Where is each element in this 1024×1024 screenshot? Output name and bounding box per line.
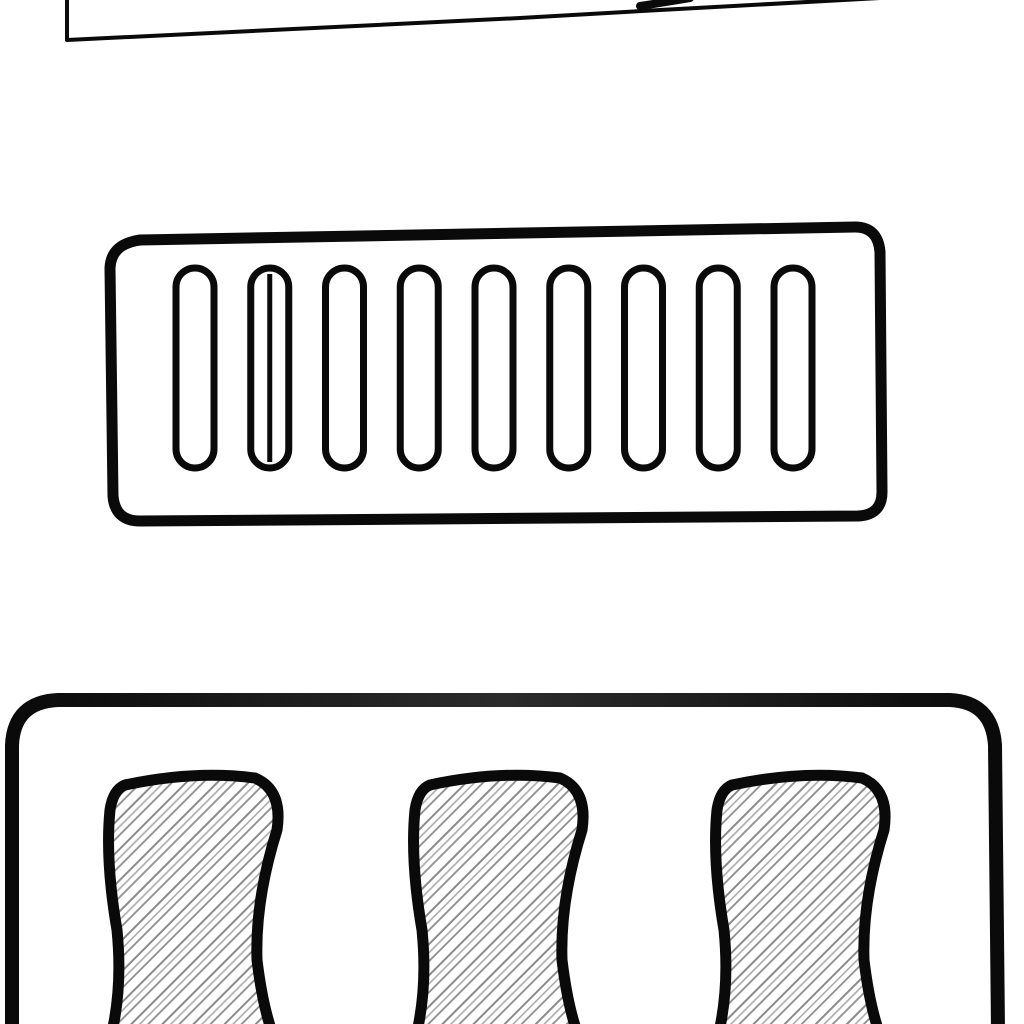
hatched-pad [103, 769, 284, 1024]
vent-slot [770, 264, 816, 472]
vent-slot [695, 264, 741, 472]
top-panel-notch [636, 0, 694, 10]
top-panel [65, 0, 881, 42]
hatched-pad [710, 769, 891, 1024]
vent-slot [471, 264, 517, 472]
vent-slot [396, 264, 442, 472]
tray-pads [103, 769, 891, 1024]
top-panel-outline [65, 0, 881, 42]
hatched-pad [408, 769, 589, 1024]
vent-panel [104, 221, 888, 527]
vent-slot [546, 264, 592, 472]
vent-slot [621, 264, 666, 472]
vent-slot [322, 264, 367, 472]
vent-slots [172, 264, 816, 472]
vent-slot [172, 264, 218, 472]
pad-tray [5, 693, 1005, 1024]
